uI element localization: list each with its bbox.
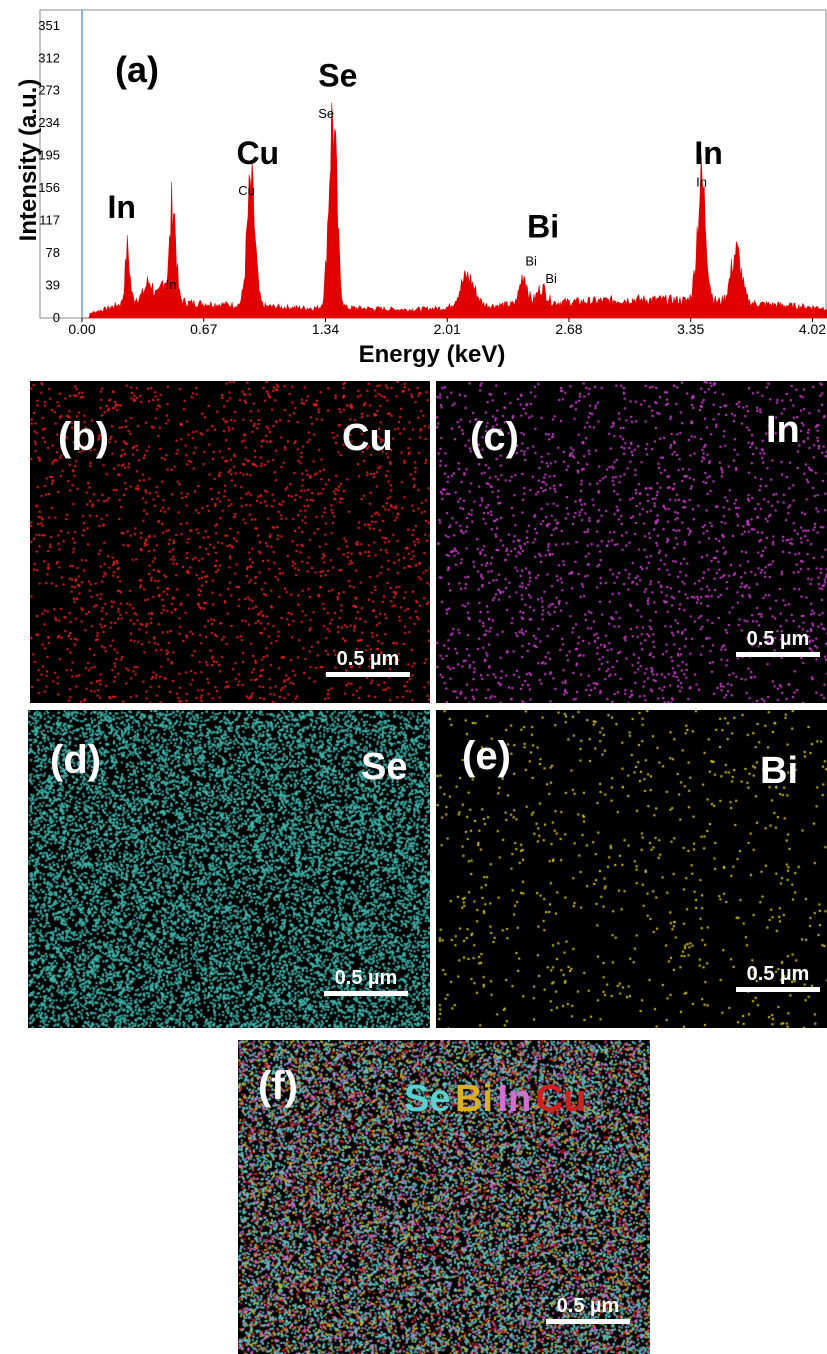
peak-label: Bi bbox=[527, 208, 559, 244]
scalebar-label: 0.5 µm bbox=[746, 628, 810, 650]
scalebar-c: 0.5 µm bbox=[736, 629, 820, 657]
scalebar-label: 0.5 µm bbox=[746, 963, 810, 985]
peak-label: In bbox=[694, 135, 722, 171]
scalebar-line bbox=[326, 672, 410, 677]
map-panel-se: (d) Se 0.5 µm bbox=[28, 710, 430, 1028]
merged-element-legend: Se Bi In Cu bbox=[404, 1078, 586, 1121]
peak-marker-label: In bbox=[696, 174, 707, 189]
peak-label: In bbox=[107, 189, 135, 225]
x-tick-label: 1.34 bbox=[312, 321, 339, 337]
y-tick-label: 39 bbox=[46, 278, 60, 293]
map-dots-se bbox=[28, 710, 430, 1028]
y-tick-label: 234 bbox=[38, 115, 60, 130]
element-label-bi: Bi bbox=[760, 750, 798, 792]
x-axis-label: Energy (keV) bbox=[359, 341, 506, 368]
scalebar-f: 0.5 µm bbox=[546, 1296, 630, 1324]
x-tick-label: 4.02 bbox=[799, 321, 826, 337]
scalebar-line bbox=[546, 1319, 630, 1324]
panel-letter-e: (e) bbox=[462, 734, 511, 778]
peak-label: Se bbox=[318, 58, 357, 94]
merged-label-cu: Cu bbox=[535, 1078, 587, 1120]
panel-label-a: (a) bbox=[115, 49, 159, 90]
peak-marker-label: In bbox=[166, 277, 177, 292]
scalebar-label: 0.5 µm bbox=[556, 1295, 620, 1317]
y-tick-label: 78 bbox=[46, 245, 60, 260]
map-dots-cu bbox=[30, 381, 430, 703]
map-dots-in bbox=[436, 381, 827, 703]
merged-label-bi: Bi bbox=[454, 1078, 493, 1120]
element-label-cu: Cu bbox=[342, 417, 393, 459]
merged-label-se: Se bbox=[404, 1078, 451, 1120]
scalebar-line bbox=[324, 991, 408, 996]
spectrum-series-area bbox=[82, 102, 827, 319]
merged-label-in: In bbox=[497, 1078, 532, 1120]
scalebar-line bbox=[736, 652, 820, 657]
peak-marker-label: Se bbox=[318, 106, 334, 121]
peak-marker-label: Cu bbox=[238, 183, 255, 198]
map-panel-merged: (f) Se Bi In Cu 0.5 µm bbox=[238, 1040, 650, 1354]
scalebar-d: 0.5 µm bbox=[324, 968, 408, 996]
element-label-in: In bbox=[766, 409, 800, 451]
peak-marker-label: Bi bbox=[545, 271, 557, 286]
panel-letter-c: (c) bbox=[470, 415, 519, 459]
y-tick-label: 156 bbox=[38, 180, 60, 195]
x-tick-label: 0.00 bbox=[68, 321, 95, 337]
panel-letter-b: (b) bbox=[58, 415, 110, 459]
x-tick-label: 0.67 bbox=[190, 321, 217, 337]
x-tick-label: 2.68 bbox=[555, 321, 582, 337]
y-tick-label: 273 bbox=[38, 83, 60, 98]
map-dots-bi bbox=[436, 710, 827, 1028]
element-label-se: Se bbox=[361, 746, 408, 788]
map-panel-bi: (e) Bi 0.5 µm bbox=[436, 710, 827, 1028]
scalebar-label: 0.5 µm bbox=[334, 967, 398, 989]
eds-spectrum-chart: 0 39 78 117 156 195 234 273 312 351 0.00 0.67 1.34 2.… bbox=[15, 9, 827, 368]
map-panel-in: (c) In 0.5 µm bbox=[436, 381, 827, 703]
scalebar-b: 0.5 µm bbox=[326, 649, 410, 677]
panel-letter-d: (d) bbox=[50, 738, 102, 782]
y-axis-label: Intensity (a.u.) bbox=[15, 79, 42, 242]
panel-letter-f: (f) bbox=[258, 1064, 298, 1108]
scalebar-e: 0.5 µm bbox=[736, 964, 820, 992]
x-tick-label: 3.35 bbox=[677, 321, 704, 337]
y-tick-label: 312 bbox=[38, 50, 60, 65]
y-tick-label: 195 bbox=[38, 148, 60, 163]
peak-marker-label: Bi bbox=[525, 254, 537, 269]
map-panel-cu: (b) Cu 0.5 µm bbox=[30, 381, 430, 703]
scalebar-label: 0.5 µm bbox=[336, 648, 400, 670]
x-tick-label: 2.01 bbox=[434, 321, 461, 337]
peak-label: Cu bbox=[236, 135, 279, 171]
y-tick-label: 0 bbox=[53, 310, 60, 325]
scalebar-line bbox=[736, 987, 820, 992]
y-tick-label: 117 bbox=[39, 213, 60, 228]
y-tick-label: 351 bbox=[38, 18, 60, 33]
map-dots-merged bbox=[238, 1040, 650, 1354]
